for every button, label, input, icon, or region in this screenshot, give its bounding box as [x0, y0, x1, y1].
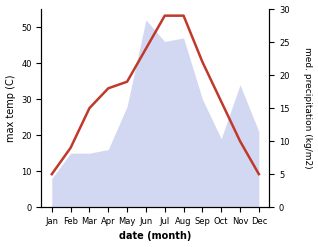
Y-axis label: med. precipitation (kg/m2): med. precipitation (kg/m2): [303, 47, 313, 169]
Y-axis label: max temp (C): max temp (C): [5, 74, 16, 142]
X-axis label: date (month): date (month): [119, 231, 191, 242]
